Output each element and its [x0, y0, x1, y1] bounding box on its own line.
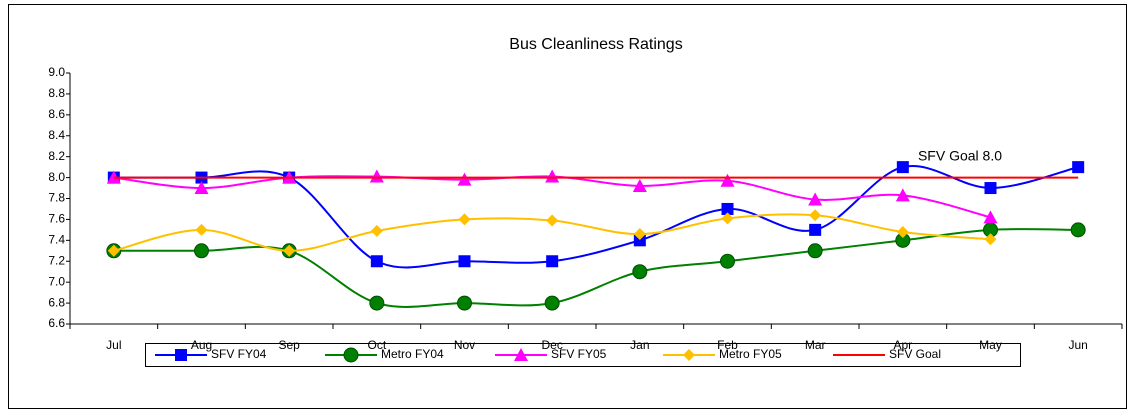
y-tick-label: 8.8 — [48, 86, 65, 100]
x-tick-label: Dec — [541, 338, 562, 352]
x-tick-label: Feb — [717, 338, 738, 352]
y-tick-label: 7.8 — [48, 191, 65, 205]
y-tick-label: 8.6 — [48, 107, 65, 121]
x-tick-label: Nov — [454, 338, 475, 352]
annotation: SFV Goal 8.0 — [918, 148, 1002, 164]
data-point — [283, 244, 296, 257]
data-point — [720, 173, 735, 187]
legend-label: Metro FY05 — [719, 347, 782, 361]
y-tick-label: 8.2 — [48, 149, 65, 163]
data-point — [984, 182, 997, 195]
legend-marker — [683, 349, 695, 361]
data-point — [195, 223, 208, 236]
y-tick-label: 8.4 — [48, 128, 65, 142]
data-point — [720, 253, 735, 269]
data-point — [546, 214, 559, 227]
legend-label: SFV Goal — [889, 347, 941, 361]
data-point — [194, 243, 209, 259]
y-tick-label: 8.0 — [48, 170, 65, 184]
data-point — [983, 210, 998, 224]
data-point — [896, 225, 909, 238]
data-point — [807, 243, 823, 259]
y-tick-label: 7.0 — [48, 274, 65, 288]
data-point — [370, 255, 383, 268]
x-tick-label: Jun — [1068, 338, 1087, 352]
data-point — [984, 233, 997, 246]
data-point — [809, 223, 822, 236]
data-point — [895, 188, 910, 202]
data-point — [721, 212, 734, 225]
y-tick-label: 7.6 — [48, 212, 65, 226]
data-point — [369, 169, 384, 183]
data-point — [633, 234, 646, 247]
x-tick-label: May — [979, 338, 1002, 352]
legend-marker — [343, 347, 359, 363]
legend-box — [145, 343, 1021, 367]
y-tick-label: 7.4 — [48, 233, 65, 247]
data-point — [1072, 161, 1085, 174]
y-tick-label: 6.6 — [48, 316, 65, 330]
data-point — [896, 161, 909, 174]
x-tick-label: Mar — [805, 338, 826, 352]
chart-frame — [8, 4, 1127, 409]
data-point — [545, 169, 560, 183]
data-point — [457, 295, 472, 311]
data-point — [458, 255, 471, 268]
x-tick-label: Sep — [278, 338, 300, 352]
y-tick-label: 6.8 — [48, 295, 65, 309]
data-point — [369, 295, 385, 311]
y-tick-label: 9.0 — [48, 65, 65, 79]
legend-marker — [514, 348, 528, 361]
data-point — [370, 224, 383, 237]
y-tick-label: 7.2 — [48, 253, 65, 267]
legend-label: Metro FY04 — [381, 347, 444, 361]
legend-label: SFV FY05 — [551, 347, 607, 361]
x-tick-label: Apr — [893, 338, 912, 352]
data-point — [458, 213, 471, 226]
data-point — [633, 228, 646, 241]
x-tick-label: Oct — [367, 338, 386, 352]
x-tick-label: Jan — [630, 338, 649, 352]
data-point — [632, 264, 648, 280]
data-point — [544, 295, 560, 311]
legend-marker — [175, 349, 187, 361]
data-point — [194, 181, 209, 195]
data-point — [1070, 222, 1086, 238]
data-point — [808, 192, 823, 206]
data-point — [107, 244, 120, 257]
x-tick-label: Jul — [106, 338, 121, 352]
data-point — [721, 202, 734, 215]
chart-title: Bus Cleanliness Ratings — [509, 36, 682, 53]
data-point — [809, 209, 822, 222]
data-point — [457, 172, 472, 186]
data-point — [546, 255, 559, 268]
data-point — [632, 178, 647, 192]
x-tick-label: Aug — [191, 338, 212, 352]
legend-label: SFV FY04 — [211, 347, 267, 361]
